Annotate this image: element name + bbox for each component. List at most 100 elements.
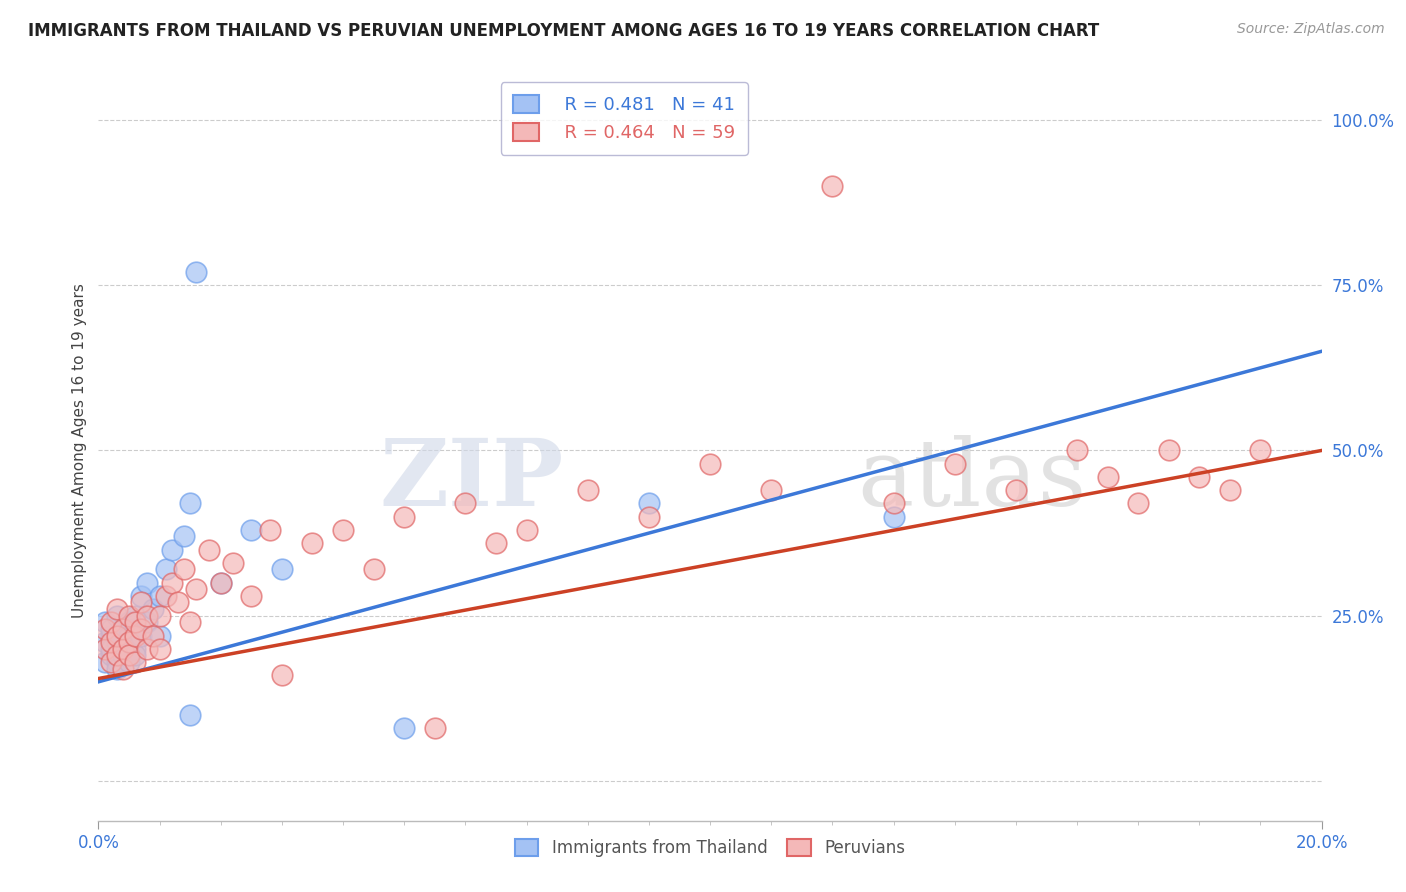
Point <box>149 641 172 656</box>
Point <box>1128 496 1150 510</box>
Point <box>186 582 208 597</box>
Point <box>392 509 416 524</box>
Point <box>209 575 232 590</box>
Point <box>124 622 146 636</box>
Point <box>149 608 172 623</box>
Point <box>301 536 323 550</box>
Point <box>129 589 152 603</box>
Y-axis label: Unemployment Among Ages 16 to 19 years: Unemployment Among Ages 16 to 19 years <box>72 283 87 618</box>
Point <box>124 648 146 663</box>
Point <box>1066 443 1088 458</box>
Point <box>124 655 146 669</box>
Text: atlas: atlas <box>856 435 1085 525</box>
Point <box>124 615 146 630</box>
Point <box>93 635 115 649</box>
Point <box>270 562 292 576</box>
Point <box>105 648 128 663</box>
Point <box>332 523 354 537</box>
Point <box>160 575 183 590</box>
Point <box>118 635 141 649</box>
Point <box>637 496 661 510</box>
Point <box>105 635 128 649</box>
Point <box>129 622 152 636</box>
Text: ZIP: ZIP <box>380 435 564 525</box>
Point <box>1004 483 1026 497</box>
Point <box>111 622 134 636</box>
Point <box>118 648 141 663</box>
Point <box>100 615 122 630</box>
Point <box>209 575 232 590</box>
Point <box>142 602 165 616</box>
Point <box>142 629 165 643</box>
Point <box>111 648 134 663</box>
Point <box>118 629 141 643</box>
Point <box>240 523 263 537</box>
Point <box>100 629 122 643</box>
Point <box>100 648 122 663</box>
Point <box>111 641 134 656</box>
Point <box>197 542 219 557</box>
Point <box>155 562 177 576</box>
Point <box>363 562 385 576</box>
Point <box>129 595 152 609</box>
Point <box>699 457 721 471</box>
Point <box>136 641 159 656</box>
Point <box>124 629 146 643</box>
Point <box>149 589 172 603</box>
Point <box>637 509 661 524</box>
Point <box>105 662 128 676</box>
Point <box>423 721 446 735</box>
Point <box>167 595 190 609</box>
Point <box>100 622 122 636</box>
Point <box>105 629 128 643</box>
Point <box>93 615 115 630</box>
Point <box>173 529 195 543</box>
Point <box>124 608 146 623</box>
Point <box>111 662 134 676</box>
Text: Source: ZipAtlas.com: Source: ZipAtlas.com <box>1237 22 1385 37</box>
Point <box>1157 443 1180 458</box>
Text: IMMIGRANTS FROM THAILAND VS PERUVIAN UNEMPLOYMENT AMONG AGES 16 TO 19 YEARS CORR: IMMIGRANTS FROM THAILAND VS PERUVIAN UNE… <box>28 22 1099 40</box>
Point <box>1219 483 1241 497</box>
Point <box>118 655 141 669</box>
Point <box>155 589 177 603</box>
Point <box>392 721 416 735</box>
Point <box>93 655 115 669</box>
Point <box>111 622 134 636</box>
Point <box>259 523 281 537</box>
Point <box>129 629 152 643</box>
Point <box>883 496 905 510</box>
Point <box>1249 443 1271 458</box>
Point <box>186 265 208 279</box>
Point <box>111 641 134 656</box>
Point <box>943 457 966 471</box>
Point <box>516 523 538 537</box>
Point <box>160 542 183 557</box>
Point <box>100 635 122 649</box>
Point <box>136 608 159 623</box>
Point <box>93 622 115 636</box>
Point <box>222 556 245 570</box>
Point <box>105 602 128 616</box>
Point <box>576 483 599 497</box>
Point <box>240 589 263 603</box>
Point <box>883 509 905 524</box>
Point <box>485 536 508 550</box>
Point <box>149 629 172 643</box>
Point <box>173 562 195 576</box>
Point <box>105 608 128 623</box>
Legend: Immigrants from Thailand, Peruvians: Immigrants from Thailand, Peruvians <box>509 832 911 864</box>
Point <box>136 575 159 590</box>
Point <box>270 668 292 682</box>
Point <box>759 483 782 497</box>
Point <box>124 641 146 656</box>
Point <box>1188 470 1211 484</box>
Point <box>100 641 122 656</box>
Point <box>118 635 141 649</box>
Point <box>136 615 159 630</box>
Point <box>179 496 201 510</box>
Point <box>118 608 141 623</box>
Point <box>105 655 128 669</box>
Point <box>118 615 141 630</box>
Point <box>93 641 115 656</box>
